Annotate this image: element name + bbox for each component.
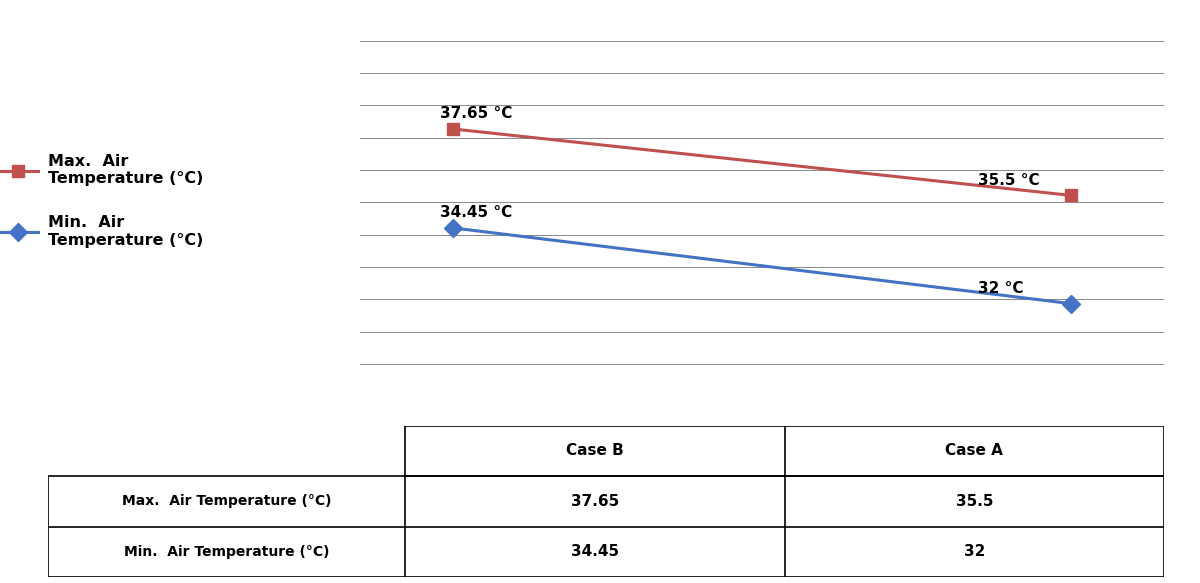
- Text: 35.5: 35.5: [955, 494, 994, 509]
- Text: 34.45: 34.45: [571, 545, 619, 560]
- Text: 35.5 °C: 35.5 °C: [978, 173, 1040, 188]
- Text: 37.65: 37.65: [571, 494, 619, 509]
- Text: 32: 32: [964, 545, 985, 560]
- Legend: Max.  Air
Temperature (°C), Min.  Air
Temperature (°C): Max. Air Temperature (°C), Min. Air Temp…: [0, 154, 203, 248]
- Text: 37.65 °C: 37.65 °C: [440, 106, 512, 121]
- Text: Min.  Air Temperature (°C): Min. Air Temperature (°C): [124, 545, 329, 559]
- Text: 34.45 °C: 34.45 °C: [440, 205, 512, 220]
- Text: Case B: Case B: [566, 443, 624, 458]
- Text: Max.  Air Temperature (°C): Max. Air Temperature (°C): [122, 494, 331, 508]
- Text: Case A: Case A: [946, 443, 1003, 458]
- Text: 32 °C: 32 °C: [978, 281, 1024, 296]
